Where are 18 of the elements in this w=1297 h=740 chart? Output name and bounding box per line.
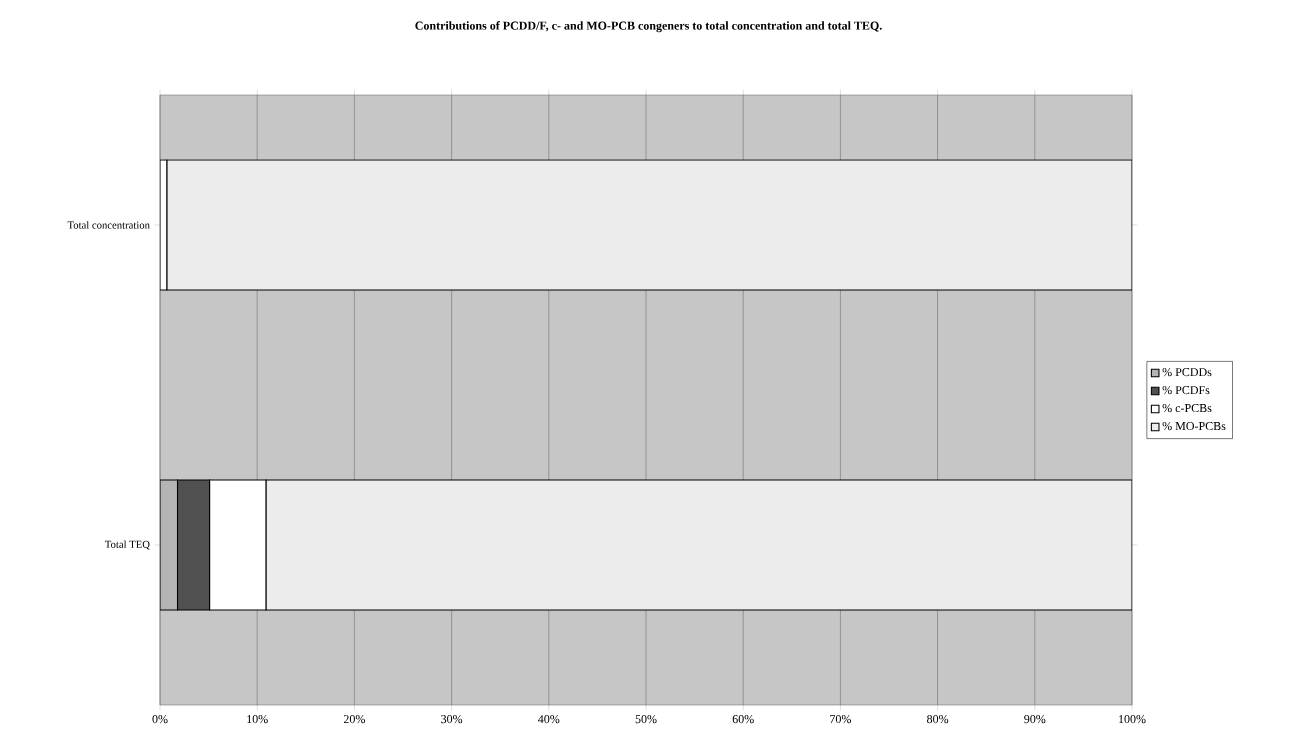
legend-label: % MO-PCBs <box>1162 421 1226 431</box>
x-tick-label: 40% <box>538 715 560 724</box>
chart-title: Contributions of PCDD/F, c- and MO-PCB congeners to total concentration and total TEQ. <box>415 21 882 33</box>
x-tick-label: 70% <box>830 715 851 724</box>
x-tick-label: 90% <box>1024 715 1046 724</box>
y-tick-label: Total concentration <box>67 221 150 229</box>
x-tick-label: 10% <box>247 715 268 724</box>
x-tick-label: 60% <box>732 715 754 724</box>
x-tick-label: 100% <box>1119 715 1146 724</box>
legend-label: % PCDFs <box>1162 386 1210 395</box>
x-tick-label: 50% <box>635 715 657 724</box>
x-tick-label: 30% <box>441 715 463 724</box>
legend-label: % c-PCBs <box>1162 404 1212 413</box>
x-tick-label: 80% <box>927 715 949 724</box>
x-tick-label: 0% <box>152 715 168 724</box>
x-tick-label: 20% <box>343 715 365 724</box>
y-tick-label: Total TEQ <box>104 540 150 550</box>
legend-label: % PCDDs <box>1162 368 1212 377</box>
